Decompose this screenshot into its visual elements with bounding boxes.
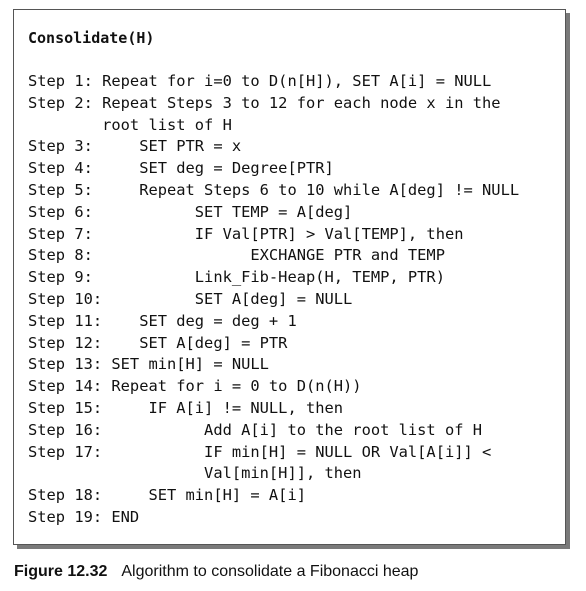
- step-line: Step 17: IF min[H] = NULL OR Val[A[i]] <: [28, 442, 492, 461]
- step-line: Step 12: SET A[deg] = PTR: [28, 333, 288, 352]
- figure-number: Figure 12.32: [14, 563, 108, 580]
- step-line: Step 13: SET min[H] = NULL: [28, 355, 269, 374]
- step-line: Step 1: Repeat for i=0 to D(n[H]), SET A…: [28, 72, 492, 90]
- step-line: Step 19: END: [28, 507, 140, 526]
- step-line: Step 14: Repeat for i = 0 to D(n(H)): [28, 377, 362, 396]
- step-line: Step 8: EXCHANGE PTR and TEMP: [28, 246, 445, 265]
- step-line: Step 15: IF A[i] != NULL, then: [28, 398, 344, 417]
- algorithm-title: Consolidate(H): [28, 29, 155, 47]
- step-line: Step 7: IF Val[PTR] > Val[TEMP], then: [28, 224, 464, 243]
- algorithm-steps: Step 1: Repeat for i=0 to D(n[H]), SET A…: [28, 71, 519, 529]
- step-line: Step 11: SET deg = deg + 1: [28, 311, 297, 330]
- figure-caption-text: Algorithm to consolidate a Fibonacci hea…: [121, 563, 419, 580]
- step-line: Step 16: Add A[i] to the root list of H: [28, 420, 483, 439]
- step-line: Step 10: SET A[deg] = NULL: [28, 289, 353, 308]
- step-line: Step 9: Link_Fib-Heap(H, TEMP, PTR): [28, 268, 445, 287]
- step-line: Step 2: Repeat Steps 3 to 12 for each no…: [28, 93, 501, 112]
- step-line: Step 4: SET deg = Degree[PTR]: [28, 159, 334, 178]
- step-line: Step 5: Repeat Steps 6 to 10 while A[deg…: [28, 180, 520, 199]
- step-line: Val[min[H]], then: [28, 464, 362, 483]
- algorithm-box: Consolidate(H) Step 1: Repeat for i=0 to…: [13, 9, 566, 545]
- figure-caption: Figure 12.32 Algorithm to consolidate a F…: [14, 562, 418, 582]
- step-line: Step 6: SET TEMP = A[deg]: [28, 202, 353, 221]
- step-line: Step 3: SET PTR = x: [28, 137, 242, 156]
- step-line: root list of H: [28, 115, 232, 134]
- step-line: Step 18: SET min[H] = A[i]: [28, 486, 306, 505]
